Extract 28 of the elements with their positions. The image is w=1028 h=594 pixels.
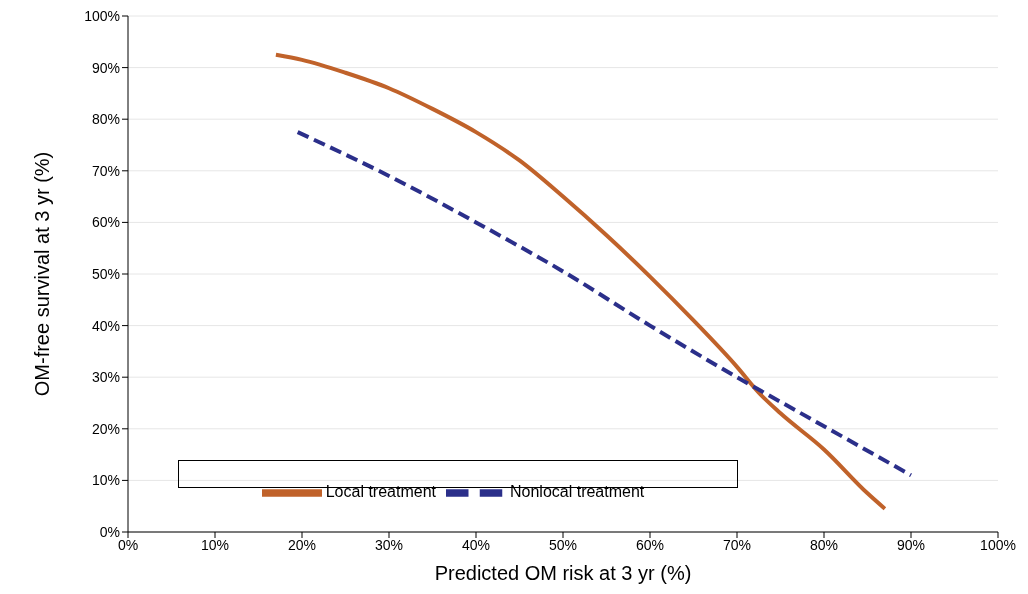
line-series: [295, 130, 913, 478]
y-tick-label: 60%: [91, 214, 120, 231]
y-tick-label: 30%: [91, 369, 120, 386]
x-axis-title: Predicted OM risk at 3 yr (%): [434, 562, 692, 584]
y-tick-label: 80%: [91, 111, 120, 128]
x-tick-label: 70%: [722, 536, 752, 553]
x-tick-label: 40%: [461, 536, 491, 553]
y-tick-label: 40%: [91, 317, 120, 334]
y-tick-label: 90%: [91, 59, 120, 76]
x-tick-label: 60%: [635, 536, 665, 553]
y-tick-label: 10%: [91, 472, 120, 489]
x-tick-label: 0%: [117, 536, 139, 553]
x-tick-label: 100%: [980, 536, 1016, 553]
legend-label: Nonlocal treatment: [509, 483, 645, 501]
y-axis-title: OM-free survival at 3 yr (%): [31, 151, 54, 397]
x-tick-label: 90%: [896, 536, 926, 553]
y-tick-label: 100%: [84, 7, 120, 24]
x-tick-label: 50%: [548, 536, 578, 553]
legend-label: Local treatment: [325, 483, 436, 501]
y-tick-label: 0%: [99, 523, 120, 540]
x-tick-label: 80%: [809, 536, 839, 553]
x-tick-label: 30%: [374, 536, 404, 553]
y-tick-label: 50%: [91, 265, 120, 282]
x-tick-label: 10%: [200, 536, 230, 553]
y-tick-label: 20%: [91, 420, 120, 437]
x-tick-label: 20%: [287, 536, 317, 553]
line-series: [273, 52, 887, 511]
y-tick-label: 70%: [91, 162, 120, 179]
